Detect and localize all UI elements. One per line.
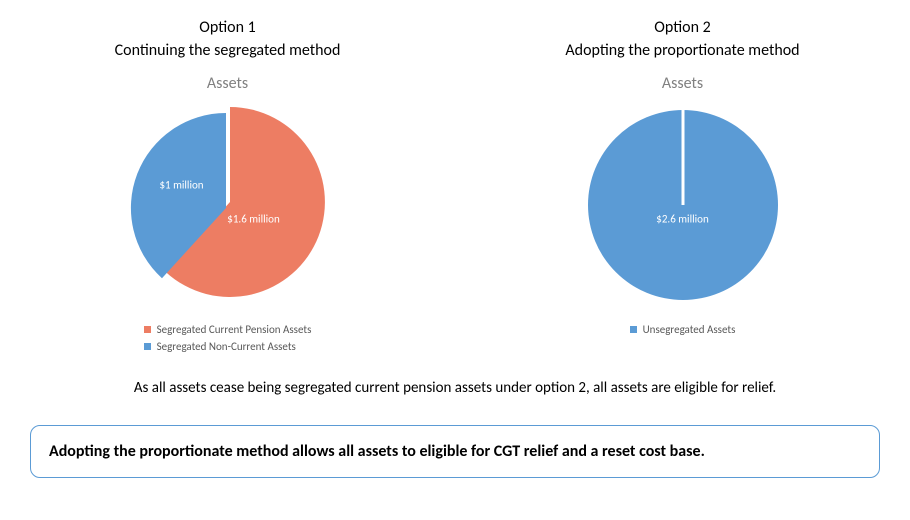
legend-item: Segregated Current Pension Assets — [144, 323, 312, 336]
pie-gap-icon — [681, 108, 684, 205]
option-2-legend: Unsegregated Assets — [630, 323, 736, 340]
pie-label-current-pension: $1.6 million — [227, 212, 279, 225]
option-1-column: Option 1 Continuing the segregated metho… — [18, 18, 438, 357]
legend-label: Unsegregated Assets — [643, 323, 736, 336]
callout-text: Adopting the proportionate method allows… — [49, 442, 705, 461]
option-2-column: Option 2 Adopting the proportionate meth… — [473, 18, 893, 357]
option-1-legend: Segregated Current Pension Assets Segreg… — [144, 323, 312, 357]
pie-label-unsegregated: $2.6 million — [656, 212, 708, 225]
option-2-subtitle: Adopting the proportionate method — [565, 41, 799, 60]
option-2-pie: $2.6 million — [583, 105, 783, 305]
legend-swatch-icon — [144, 326, 151, 333]
option-1-title: Option 1 — [199, 18, 255, 39]
legend-item: Segregated Non-Current Assets — [144, 340, 312, 353]
callout-box: Adopting the proportionate method allows… — [30, 425, 880, 478]
option-2-title: Option 2 — [654, 18, 710, 39]
option-1-chart-title: Assets — [207, 74, 248, 93]
footnote-text: As all assets cease being segregated cur… — [0, 379, 910, 397]
legend-item: Unsegregated Assets — [630, 323, 736, 336]
legend-swatch-icon — [630, 326, 637, 333]
charts-row: Option 1 Continuing the segregated metho… — [0, 0, 910, 357]
legend-label: Segregated Non-Current Assets — [157, 340, 296, 353]
pie-label-non-current: $1 million — [159, 178, 203, 191]
legend-swatch-icon — [144, 343, 151, 350]
option-2-chart-title: Assets — [662, 74, 703, 93]
legend-label: Segregated Current Pension Assets — [157, 323, 312, 336]
option-1-pie: $1.6 million $1 million — [128, 105, 328, 305]
option-1-subtitle: Continuing the segregated method — [115, 41, 341, 60]
